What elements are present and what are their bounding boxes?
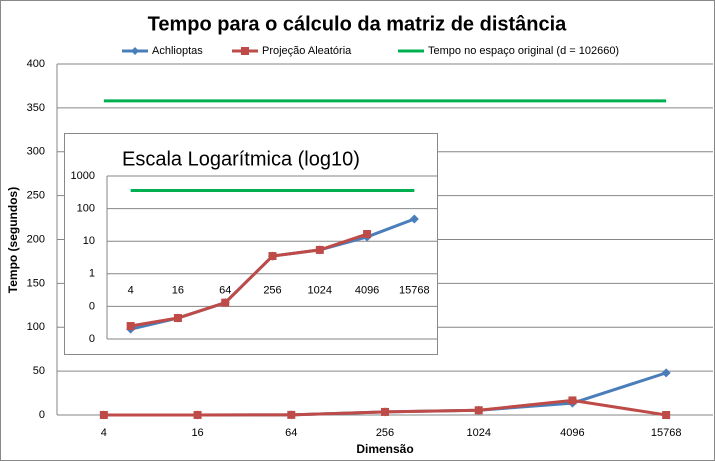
x-tick-label: 16 — [191, 427, 203, 439]
y-tick-label: 100 — [27, 321, 45, 333]
y-tick-label: 1000 — [71, 170, 95, 182]
y-tick-label: 50 — [33, 365, 45, 377]
y-tick-label: 0 — [39, 409, 45, 421]
marker — [661, 368, 671, 378]
marker — [409, 214, 419, 224]
chart-title: Tempo para o cálculo da matriz de distân… — [148, 13, 568, 35]
x-tick-label: 256 — [263, 285, 281, 297]
marker — [193, 410, 202, 419]
y-tick-label: 300 — [27, 146, 45, 158]
legend-marker — [131, 47, 139, 55]
y-tick-label: 0 — [89, 333, 95, 345]
x-tick-label: 4 — [101, 427, 107, 439]
marker — [662, 411, 671, 419]
x-tick-label: 15768 — [651, 427, 682, 439]
marker — [221, 298, 230, 307]
marker — [126, 322, 135, 331]
legend-marker — [241, 47, 249, 55]
y-tick-label: 0 — [89, 300, 95, 312]
marker — [287, 410, 296, 419]
x-tick-label: 1024 — [466, 427, 490, 439]
y-tick-label: 150 — [27, 277, 45, 289]
legend-marker — [241, 47, 249, 55]
y-tick-label: 200 — [27, 233, 45, 245]
y-tick-label: 400 — [27, 58, 45, 70]
marker — [474, 406, 483, 415]
x-tick-label: 16 — [172, 285, 184, 297]
marker — [363, 230, 372, 239]
marker — [268, 252, 277, 261]
x-axis-label: Dimensão — [356, 442, 413, 456]
y-tick-label: 10 — [83, 235, 95, 247]
x-tick-label: 64 — [285, 427, 297, 439]
legend-label: Achlioptas — [152, 45, 203, 57]
legend-label: Tempo no espaço original (d = 102660) — [428, 45, 619, 57]
y-tick-label: 350 — [27, 102, 45, 114]
marker — [173, 314, 182, 323]
x-tick-label: 4 — [128, 285, 134, 297]
y-tick-label: 100 — [77, 203, 95, 215]
marker — [568, 396, 577, 405]
y-axis-label: Tempo (segundos) — [6, 187, 20, 293]
inset-frame — [64, 133, 438, 355]
x-tick-label: 4096 — [560, 427, 584, 439]
marker — [381, 407, 389, 416]
x-tick-label: 64 — [219, 285, 231, 297]
x-tick-label: 15768 — [399, 285, 430, 297]
x-tick-label: 4096 — [355, 285, 379, 297]
legend-marker — [131, 47, 139, 55]
inset-title: Escala Logarítmica (log10) — [122, 148, 360, 170]
inset-plot: 0 0 1 10 100 1000 4 16 64 256 1024 4096 15768 — [71, 170, 438, 345]
x-tick-label: 256 — [376, 427, 394, 439]
marker — [99, 410, 108, 419]
y-tick-label: 1 — [89, 268, 95, 280]
marker — [315, 245, 324, 254]
y-tick-label: 250 — [27, 190, 45, 202]
legend-label: Projeção Aleatória — [262, 45, 352, 57]
series-line — [130, 232, 368, 328]
x-tick-label: 1024 — [308, 285, 332, 297]
